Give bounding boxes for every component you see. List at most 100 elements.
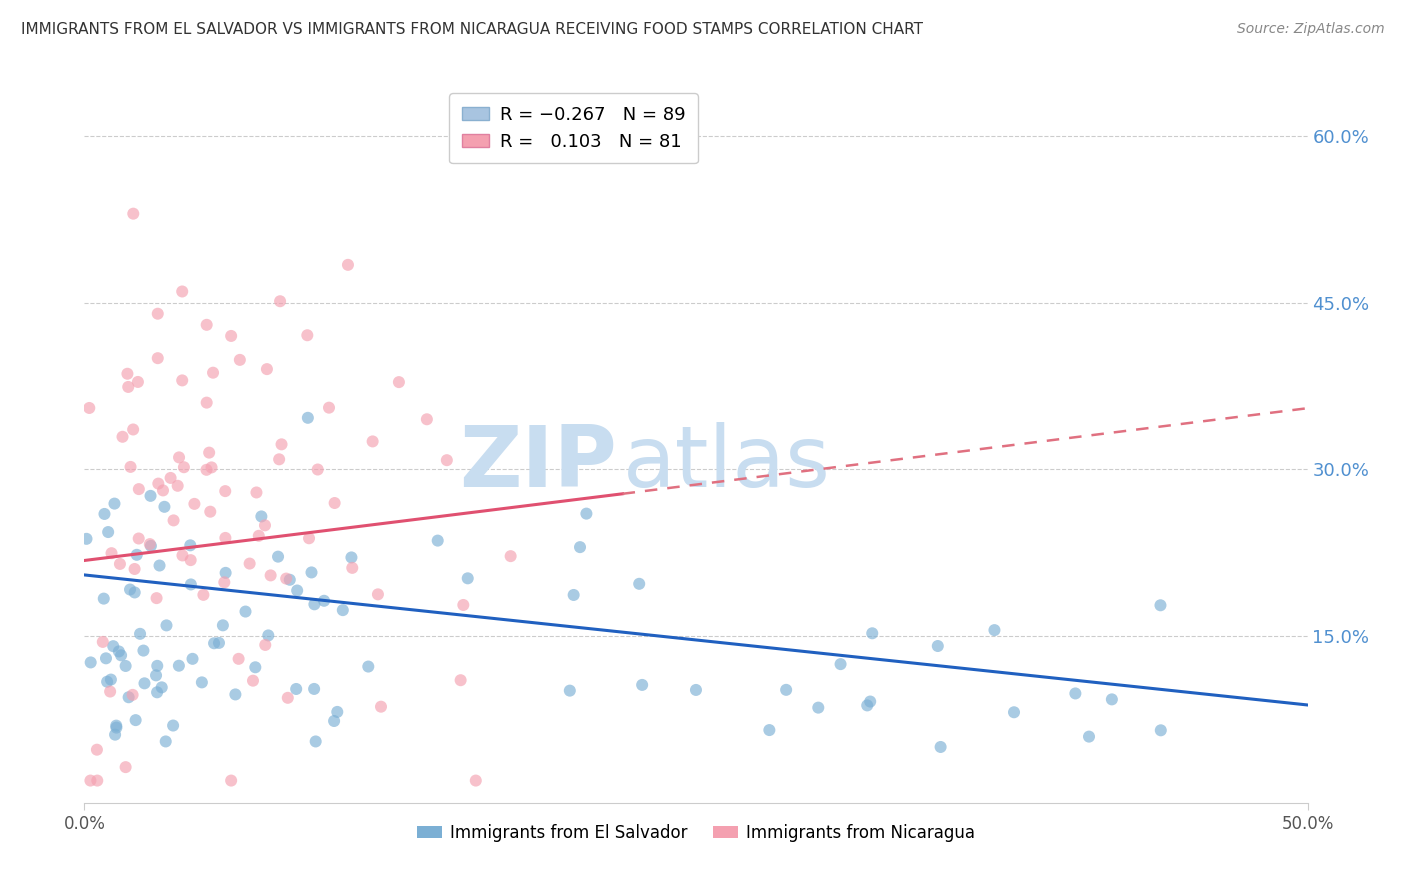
Text: ZIP: ZIP — [458, 422, 616, 505]
Point — [277, 690, 299, 705]
Legend: Immigrants from El Salvador, Immigrants from Nicaragua: Immigrants from El Salvador, Immigrants … — [411, 817, 981, 848]
Point — [183, 497, 205, 511]
Point — [172, 549, 194, 563]
Point — [856, 698, 879, 713]
Point — [172, 373, 194, 387]
Point — [98, 684, 121, 698]
Point — [242, 673, 264, 688]
Point — [97, 524, 120, 539]
Point — [132, 643, 155, 657]
Point — [297, 328, 319, 343]
Point — [124, 713, 146, 727]
Point — [139, 489, 162, 503]
Point — [91, 635, 114, 649]
Point — [139, 537, 162, 551]
Point — [342, 561, 364, 575]
Point — [103, 497, 125, 511]
Point — [139, 539, 162, 553]
Point — [830, 657, 852, 672]
Text: atlas: atlas — [623, 422, 831, 505]
Point — [79, 401, 101, 415]
Point — [105, 718, 128, 732]
Point — [145, 591, 167, 606]
Point — [416, 412, 439, 426]
Point — [179, 538, 201, 552]
Point — [100, 673, 122, 687]
Point — [117, 367, 139, 381]
Point — [1002, 706, 1025, 720]
Point — [195, 395, 218, 409]
Point — [93, 507, 115, 521]
Point — [562, 588, 585, 602]
Point — [153, 500, 176, 514]
Point — [1078, 730, 1101, 744]
Point — [128, 532, 150, 546]
Point — [336, 258, 359, 272]
Point — [180, 553, 202, 567]
Point — [100, 546, 122, 560]
Point — [120, 459, 142, 474]
Point — [121, 688, 143, 702]
Point — [253, 518, 276, 533]
Point — [180, 577, 202, 591]
Point — [361, 434, 384, 449]
Point — [457, 571, 479, 585]
Point — [1101, 692, 1123, 706]
Point — [332, 603, 354, 617]
Point — [453, 598, 475, 612]
Point — [302, 681, 325, 696]
Point — [929, 739, 952, 754]
Point — [202, 366, 225, 380]
Point — [301, 566, 323, 580]
Point — [426, 533, 449, 548]
Point — [807, 700, 830, 714]
Point — [214, 575, 236, 590]
Point — [117, 690, 139, 705]
Point — [155, 734, 177, 748]
Point — [367, 587, 389, 601]
Point — [200, 460, 222, 475]
Point — [340, 550, 363, 565]
Point — [245, 660, 267, 674]
Point — [318, 401, 340, 415]
Point — [229, 352, 252, 367]
Point — [312, 594, 335, 608]
Point — [118, 582, 141, 597]
Point — [558, 683, 581, 698]
Point — [304, 597, 326, 611]
Point — [1064, 686, 1087, 700]
Point — [859, 694, 882, 708]
Point — [122, 207, 145, 221]
Point — [450, 673, 472, 688]
Point — [927, 639, 949, 653]
Point — [228, 652, 250, 666]
Point — [124, 562, 146, 576]
Point — [146, 685, 169, 699]
Point — [173, 460, 195, 475]
Point — [245, 485, 267, 500]
Point — [148, 558, 170, 573]
Point — [758, 723, 780, 737]
Point — [114, 659, 136, 673]
Point — [575, 507, 598, 521]
Point — [499, 549, 522, 563]
Point — [104, 728, 127, 742]
Point — [76, 532, 98, 546]
Point — [214, 531, 236, 545]
Point — [298, 531, 321, 545]
Point — [254, 638, 277, 652]
Point — [166, 479, 188, 493]
Point — [122, 422, 145, 436]
Point — [127, 375, 149, 389]
Point — [256, 362, 278, 376]
Point — [125, 548, 148, 562]
Point — [103, 639, 125, 653]
Point — [983, 623, 1005, 637]
Point — [202, 636, 225, 650]
Point — [860, 626, 883, 640]
Point — [150, 681, 173, 695]
Point — [270, 437, 292, 451]
Point — [370, 699, 392, 714]
Point — [162, 513, 184, 527]
Point — [148, 476, 170, 491]
